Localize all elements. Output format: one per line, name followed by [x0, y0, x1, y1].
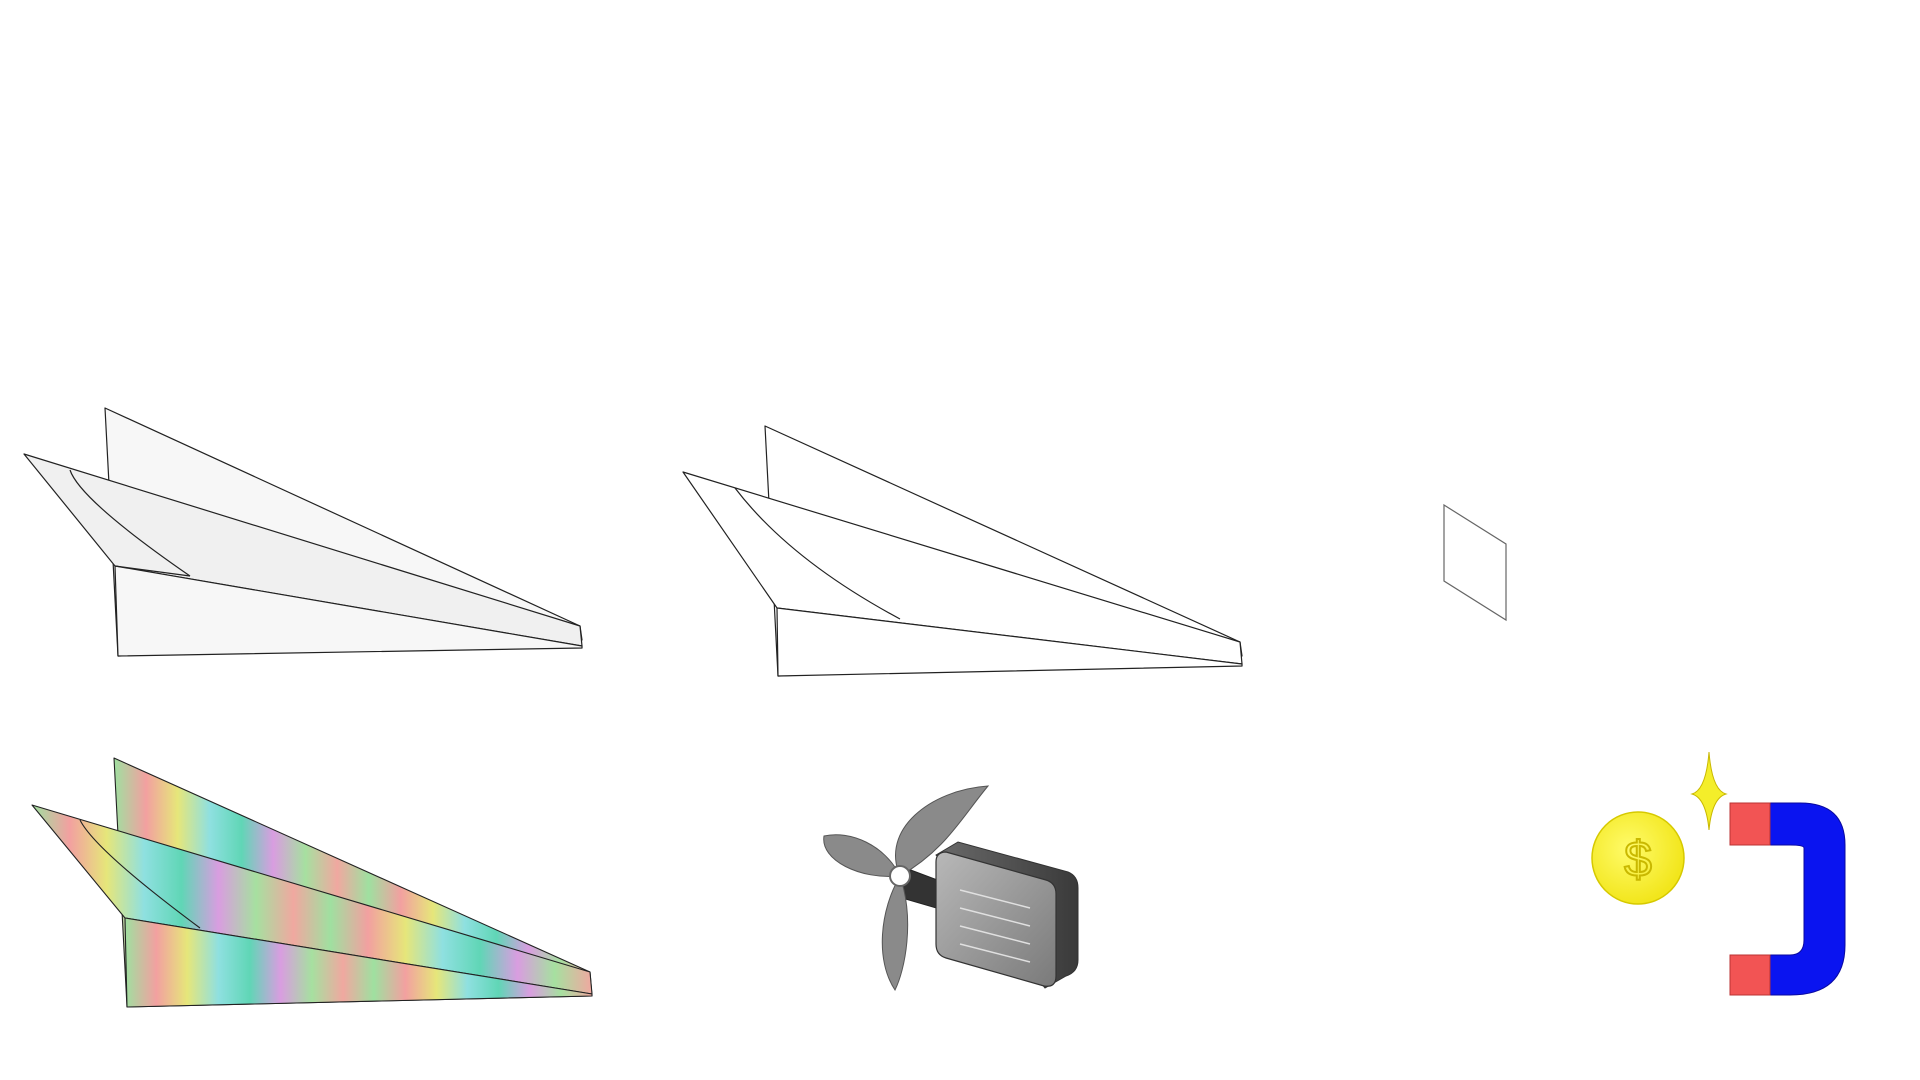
sparkle-icon: [1690, 751, 1728, 831]
coin-symbol: $: [1624, 831, 1652, 887]
dollar-coin-icon: $: [1591, 811, 1685, 905]
paper-sheet-icon: [1443, 503, 1507, 622]
paper-plane-shaded-icon: [23, 407, 583, 657]
propeller-motor-icon: [823, 785, 1079, 991]
paper-plane-outline-icon: [682, 425, 1243, 677]
horseshoe-magnet-icon: [1729, 802, 1846, 996]
paper-plane-rainbow-icon: [31, 757, 593, 1008]
